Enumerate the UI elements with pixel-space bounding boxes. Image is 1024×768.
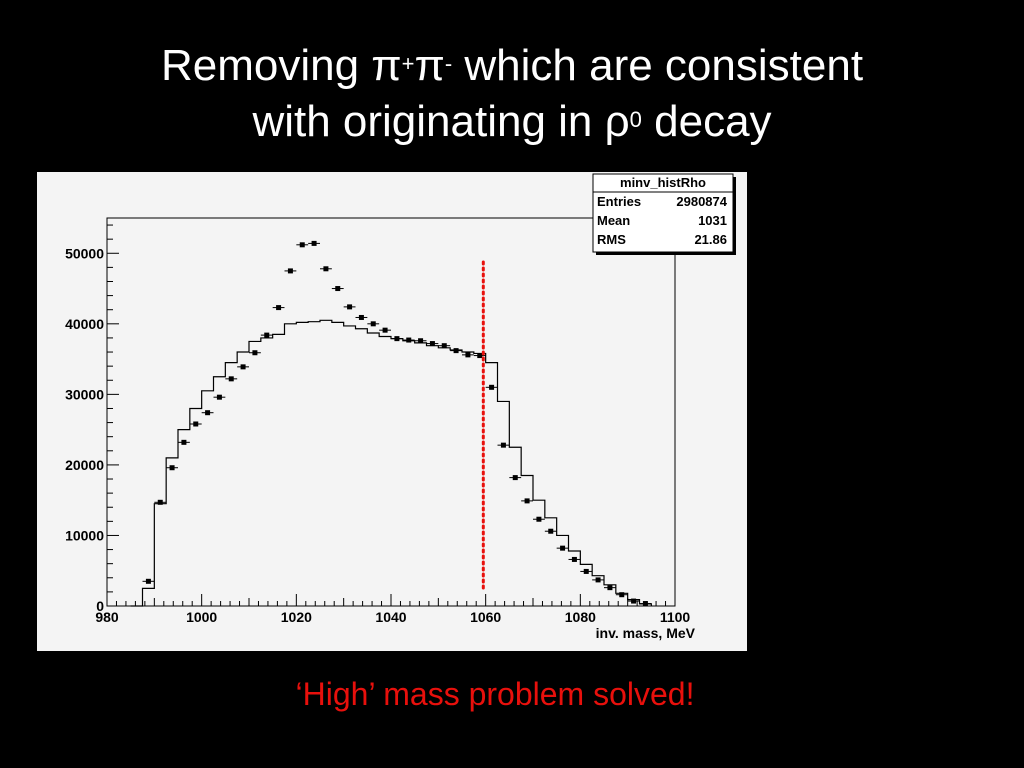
stats-box-frame (592, 173, 734, 253)
slide-caption: ‘High’ mass problem solved! (295, 676, 695, 712)
stats-label-mean: Mean (597, 213, 630, 228)
data-point (473, 353, 486, 359)
data-point (367, 321, 380, 327)
data-point (615, 592, 628, 598)
data-point (320, 266, 332, 272)
title-line-1: Removing π+π- which are consistent (0, 38, 1024, 94)
title-text-2-end: decay (641, 97, 772, 146)
data-point (237, 364, 249, 370)
stats-value-mean: 1031 (698, 213, 727, 228)
x-tick-label: 1080 (565, 609, 596, 625)
data-point (189, 421, 202, 427)
axis-ticks (106, 224, 676, 607)
data-point (178, 439, 190, 445)
stats-label-entries: Entries (597, 194, 641, 209)
data-point (260, 332, 273, 338)
x-tick-label: 1100 (660, 609, 691, 625)
stats-value-rms: 21.86 (694, 232, 727, 247)
x-tick-label: 980 (95, 609, 119, 625)
data-point (249, 350, 261, 356)
data-point (331, 286, 344, 292)
title-superscript-zero: 0 (629, 107, 642, 132)
data-point (284, 268, 297, 274)
y-tick-label: 0 (96, 598, 104, 614)
data-point (497, 442, 510, 448)
stats-box-shadow-bottom (596, 252, 736, 255)
plot-frame (106, 217, 676, 607)
series-layer (130, 240, 652, 607)
x-tick-label: 1040 (375, 609, 406, 625)
slide-title: Removing π+π- which are consistent with … (0, 38, 1024, 150)
y-tick-label: 20000 (65, 457, 104, 473)
data-point (627, 598, 640, 604)
data-point (402, 337, 415, 343)
stats-box-name: minv_histRho (620, 175, 706, 190)
data-point (154, 499, 167, 505)
data-point (379, 327, 391, 333)
data-point (414, 338, 427, 344)
y-tick-label: 10000 (65, 527, 104, 543)
data-point (521, 498, 533, 504)
data-point (426, 341, 439, 347)
title-superscript-minus: - (444, 51, 453, 76)
tick-labels: 980 1000 1020 1040 1060 1080 1100 0 10000 20000 30… (65, 245, 690, 625)
x-tick-label: 1060 (470, 609, 501, 625)
data-point (438, 343, 451, 349)
stats-label-rms: RMS (597, 232, 626, 247)
data-point (391, 336, 403, 342)
data-point (592, 577, 604, 583)
histogram-panel: 980 1000 1020 1040 1060 1080 1100 0 10000 20000 30… (37, 172, 747, 651)
histogram-chart: 980 1000 1020 1040 1060 1080 1100 0 10000 20000 30… (65, 173, 736, 641)
data-point (462, 352, 474, 358)
data-point (142, 578, 155, 584)
data-point (343, 304, 356, 310)
data-point (166, 465, 178, 471)
y-tick-label: 40000 (65, 316, 104, 332)
data-point (308, 240, 320, 246)
data-point (556, 545, 569, 551)
title-text-pi: π (414, 41, 445, 90)
x-tick-label: 1020 (281, 609, 312, 625)
title-superscript-plus: + (401, 51, 415, 76)
x-tick-label: 1000 (186, 609, 217, 625)
data-point (568, 556, 581, 562)
data-point (509, 475, 522, 481)
data-point (201, 410, 214, 416)
data-point (450, 348, 462, 354)
data-point (272, 305, 285, 311)
data-point (604, 585, 616, 591)
title-text-end: which are consistent (452, 41, 864, 90)
title-line-2: with originating in ρ0 decay (0, 94, 1024, 150)
data-point (580, 568, 593, 574)
title-text: Removing π (160, 41, 402, 90)
title-text-2: with originating in ρ (252, 97, 630, 146)
data-point (213, 394, 226, 400)
y-tick-label: 30000 (65, 386, 104, 402)
y-tick-label: 50000 (65, 245, 104, 261)
data-point (533, 516, 545, 522)
stats-box-shadow-right (733, 177, 736, 255)
data-point (544, 528, 557, 534)
data-point (296, 242, 309, 248)
data-point (225, 376, 238, 382)
data-point (355, 314, 368, 320)
data-point (639, 601, 652, 607)
stats-value-entries: 2980874 (676, 194, 727, 209)
data-point (485, 384, 498, 390)
x-axis-title: inv. mass, MeV (596, 625, 696, 641)
stats-box: minv_histRho Entries 2980874 Mean 1031 R… (592, 173, 736, 255)
